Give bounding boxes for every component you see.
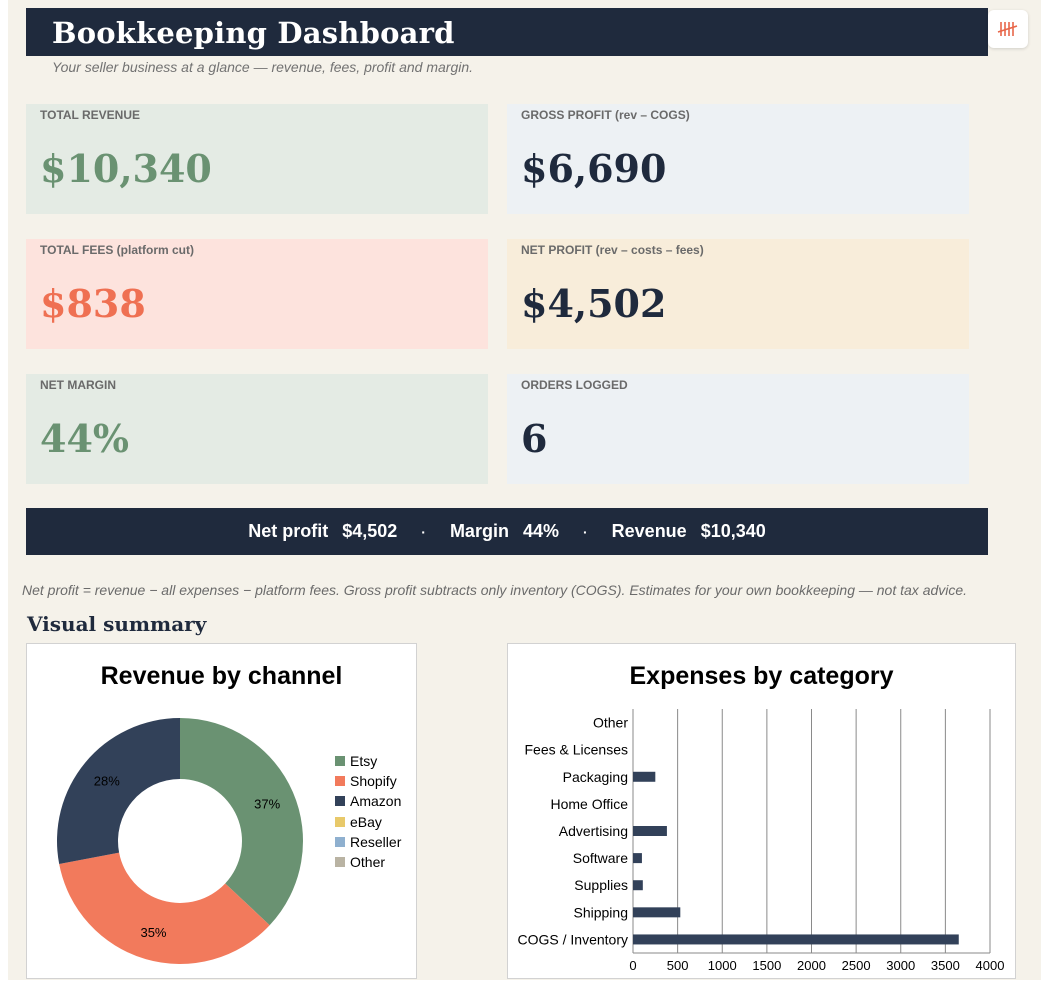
- y-category-label: Fees & Licenses: [525, 742, 629, 758]
- legend-label: Other: [350, 854, 386, 871]
- slice-label: 37%: [254, 796, 280, 811]
- net-profit-card: NET PROFIT (rev – costs – fees) $4,502: [507, 239, 969, 349]
- gross-profit-card: GROSS PROFIT (rev – COGS) $6,690: [507, 104, 969, 214]
- summary-margin-label: Margin: [449, 521, 509, 541]
- bar-chart-svg: 0 500 1000 1500 2000 2500 3000 3500 4000 Other Fee…: [518, 709, 1005, 973]
- legend-swatch: [335, 836, 345, 847]
- legend-item-reseller: Reseller: [335, 832, 401, 852]
- bar-packaging: [633, 771, 656, 782]
- bar-software: [633, 853, 642, 864]
- legend-label: Etsy: [350, 753, 378, 770]
- legend-swatch: [335, 857, 345, 868]
- summary-margin-value: 44%: [522, 521, 559, 541]
- card-label: NET MARGIN: [40, 378, 116, 392]
- card-value: $10,340: [40, 146, 212, 191]
- y-category-label: COGS / Inventory: [518, 931, 628, 947]
- legend-item-ebay: eBay: [335, 812, 401, 832]
- y-category-label: Home Office: [550, 796, 628, 812]
- bar-cogs-inventory: [633, 934, 959, 945]
- tally-marks-icon: [997, 22, 1018, 36]
- summary-revenue-label: Revenue: [611, 521, 687, 541]
- card-label: ORDERS LOGGED: [521, 378, 628, 392]
- card-value: $4,502: [521, 281, 667, 326]
- logo-button[interactable]: [988, 10, 1028, 48]
- card-value: 6: [521, 416, 548, 461]
- x-tick-label: 0: [629, 958, 636, 973]
- card-label: GROSS PROFIT (rev – COGS): [521, 108, 690, 122]
- legend-label: Shopify: [350, 773, 397, 790]
- donut-slice-etsy: [180, 718, 303, 926]
- net-margin-card: NET MARGIN 44%: [26, 374, 488, 484]
- slice-label: 28%: [94, 773, 120, 788]
- y-category-label: Advertising: [559, 823, 628, 839]
- card-value: $838: [40, 281, 146, 326]
- bar-advertising: [633, 826, 667, 836]
- page-title: Bookkeeping Dashboard: [52, 16, 455, 50]
- x-tick-label: 2500: [842, 958, 871, 973]
- x-tick-label: 3500: [931, 958, 960, 973]
- y-category-label: Software: [573, 850, 628, 866]
- legend-swatch: [335, 756, 345, 767]
- summary-net-profit-value: $4,502: [342, 521, 398, 541]
- chart-legend: Etsy Shopify Amazon eBay Reseller Other: [335, 751, 401, 872]
- bar-shipping: [633, 907, 681, 918]
- y-category-label: Supplies: [574, 877, 628, 893]
- x-tick-label: 1000: [708, 958, 737, 973]
- summary-revenue-value: $10,340: [700, 521, 766, 541]
- legend-item-etsy: Etsy: [335, 751, 401, 771]
- card-label: NET PROFIT (rev – costs – fees): [521, 243, 704, 257]
- summary-separator: ·: [421, 523, 426, 540]
- card-value: $6,690: [521, 146, 667, 191]
- x-tick-label: 3000: [886, 958, 915, 973]
- dashboard-sheet: Bookkeeping Dashboard Your seller busine…: [8, 0, 1041, 980]
- legend-item-amazon: Amazon: [335, 791, 401, 811]
- orders-logged-card: ORDERS LOGGED 6: [507, 374, 969, 484]
- y-category-label: Other: [593, 715, 628, 731]
- y-category-label: Shipping: [574, 904, 629, 920]
- donut-chart-svg: 37% 35% 28%: [56, 718, 303, 964]
- visual-summary-heading: Visual summary: [27, 612, 207, 636]
- card-value: 44%: [40, 416, 129, 461]
- card-label: TOTAL FEES (platform cut): [40, 243, 195, 257]
- summary-net-profit-label: Net profit: [248, 521, 329, 541]
- legend-item-other: Other: [335, 852, 401, 872]
- expenses-by-category-chart: Expenses by category 0 500 1000 1500 2000 250…: [507, 643, 1016, 979]
- title-bar: Bookkeeping Dashboard: [26, 8, 988, 56]
- legend-label: Amazon: [350, 793, 402, 810]
- card-label: TOTAL REVENUE: [40, 108, 141, 122]
- y-category-label: Packaging: [563, 769, 628, 785]
- summary-separator: ·: [582, 523, 588, 540]
- x-tick-label: 500: [667, 958, 689, 973]
- legend-label: Reseller: [350, 833, 402, 850]
- summary-bar: Net profit $4,502 · Margin 44% · Revenue…: [26, 508, 988, 555]
- legend-swatch: [335, 816, 345, 827]
- donut-slice-amazon: [56, 718, 180, 865]
- total-fees-card: TOTAL FEES (platform cut) $838: [26, 239, 488, 349]
- revenue-by-channel-chart: Revenue by channel 37% 35% 28% Etsy Shopify…: [26, 643, 417, 979]
- legend-label: eBay: [350, 813, 382, 830]
- chart-title: Revenue by channel: [100, 662, 343, 690]
- donut-slice-shopify: [59, 852, 270, 964]
- legend-item-shopify: Shopify: [335, 771, 401, 791]
- legend-swatch: [335, 796, 345, 807]
- slice-label: 35%: [140, 925, 166, 940]
- x-tick-label: 4000: [976, 958, 1005, 973]
- total-revenue-card: TOTAL REVENUE $10,340: [26, 104, 488, 214]
- bar-supplies: [633, 880, 643, 891]
- legend-swatch: [335, 776, 345, 787]
- page-subtitle: Your seller business at a glance — reven…: [52, 59, 474, 75]
- x-tick-label: 1500: [752, 958, 781, 973]
- chart-title: Expenses by category: [629, 662, 894, 690]
- disclaimer-text: Net profit = revenue − all expenses − pl…: [22, 582, 968, 598]
- x-tick-label: 2000: [797, 958, 826, 973]
